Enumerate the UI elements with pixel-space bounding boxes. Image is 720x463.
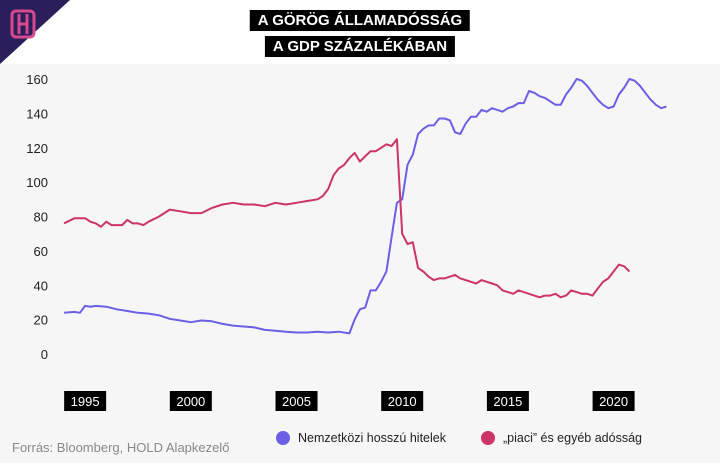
legend-label-series-1: Nemzetközi hosszú hitelek (298, 431, 446, 445)
x-tick-label-background (275, 391, 318, 411)
x-tick-label-background (486, 391, 529, 411)
x-tick-label: 2015 (493, 394, 522, 409)
legend-marker-series-2 (481, 431, 495, 445)
y-tick-label: 80 (34, 210, 48, 225)
y-tick-label: 100 (26, 175, 48, 190)
source-note: Forrás: Bloomberg, HOLD Alapkezelő (12, 440, 230, 455)
series-line-2 (63, 138, 631, 299)
x-tick: 1995 (64, 391, 107, 411)
x-tick: 2015 (486, 391, 529, 411)
y-tick-label: 60 (34, 244, 48, 259)
chart-title: A GÖRÖG ÁLLAMADÓSSÁG (249, 10, 471, 31)
logo-mark (10, 9, 36, 39)
title-bar: A GÖRÖG ÁLLAMADÓSSÁG A GDP SZÁZALÉKÁBAN (0, 0, 720, 64)
x-tick: 2020 (592, 391, 635, 411)
legend-item-series-1: Nemzetközi hosszú hitelek (276, 431, 446, 445)
x-axis-ticks: 1995 2000 2005 2010 2015 2020 (64, 391, 635, 411)
chart-series (63, 78, 667, 335)
x-tick-label: 1995 (71, 394, 100, 409)
brand-logo (0, 0, 70, 64)
x-tick: 2005 (275, 391, 318, 411)
x-tick-label-background (169, 391, 212, 411)
legend-item-series-2: „piaci” és egyéb adósság (481, 431, 642, 445)
y-tick-label: 160 (26, 72, 48, 87)
legend-marker-series-1 (276, 431, 290, 445)
chart-subtitle: A GDP SZÁZALÉKÁBAN (264, 36, 456, 57)
x-tick-label-background (381, 391, 424, 411)
y-tick-label: 140 (26, 106, 48, 121)
y-axis-ticks: 0 20 40 60 80 100 120 140 160 (26, 72, 48, 362)
x-tick: 2010 (381, 391, 424, 411)
x-tick-label: 2010 (388, 394, 417, 409)
legend-label-series-2: „piaci” és egyéb adósság (503, 431, 642, 445)
x-tick-label-background (64, 391, 107, 411)
x-tick-label: 2020 (599, 394, 628, 409)
y-tick-label: 20 (34, 313, 48, 328)
x-tick: 2000 (169, 391, 212, 411)
x-tick-label-background (592, 391, 635, 411)
x-tick-label: 2005 (282, 394, 311, 409)
series-line-1 (63, 78, 667, 335)
x-tick-label: 2000 (176, 394, 205, 409)
y-tick-label: 120 (26, 141, 48, 156)
y-tick-label: 0 (41, 347, 48, 362)
y-tick-label: 40 (34, 278, 48, 293)
